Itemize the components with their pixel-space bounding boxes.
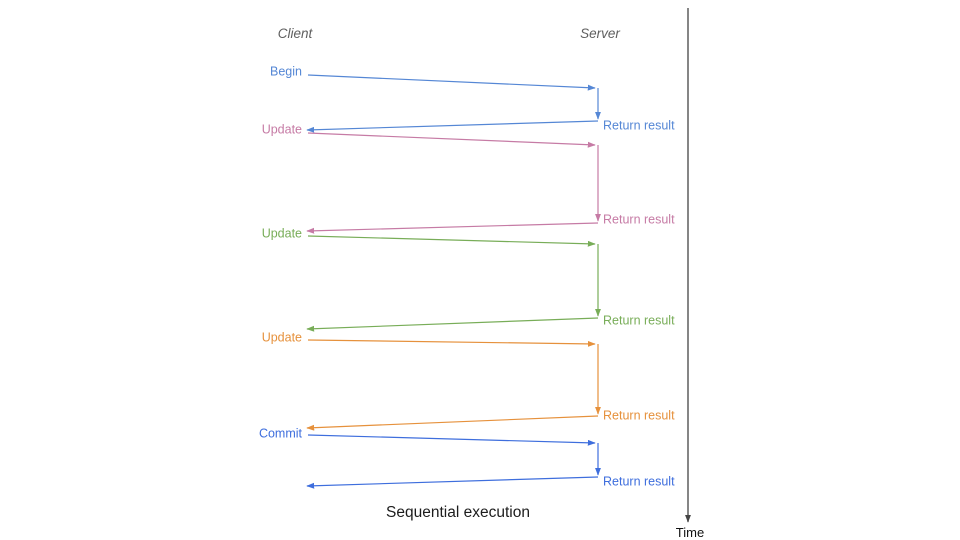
request-arrow [307, 235, 596, 247]
operation-label: Commit [259, 427, 303, 441]
operation-update-3: Update Return result [262, 331, 675, 431]
request-arrow [307, 339, 596, 347]
operation-label: Update [262, 123, 302, 137]
return-result-label: Return result [603, 213, 675, 227]
return-result-label: Return result [603, 409, 675, 423]
response-arrow [306, 415, 599, 431]
response-arrow [306, 476, 599, 489]
response-arrow [306, 317, 599, 332]
operation-commit-4: Commit Return result [259, 427, 675, 489]
operation-label: Update [262, 227, 302, 241]
return-result-label: Return result [603, 314, 675, 328]
operation-update-2: Update Return result [262, 227, 675, 332]
request-arrow [307, 434, 596, 446]
operation-label: Begin [270, 65, 302, 79]
operation-update-1: Update Return result [262, 123, 675, 234]
operation-begin-0: Begin Return result [270, 65, 675, 133]
request-arrow [307, 74, 596, 91]
request-arrow [307, 132, 596, 148]
server-column-header: Server [580, 26, 620, 41]
client-column-header: Client [277, 26, 313, 41]
return-result-label: Return result [603, 475, 675, 489]
return-result-label: Return result [603, 119, 675, 133]
response-arrow [306, 222, 599, 234]
time-axis-label: Time [675, 525, 705, 540]
operation-label: Update [262, 331, 302, 345]
diagram-title: Sequential execution [386, 504, 530, 521]
response-arrow [306, 120, 599, 133]
